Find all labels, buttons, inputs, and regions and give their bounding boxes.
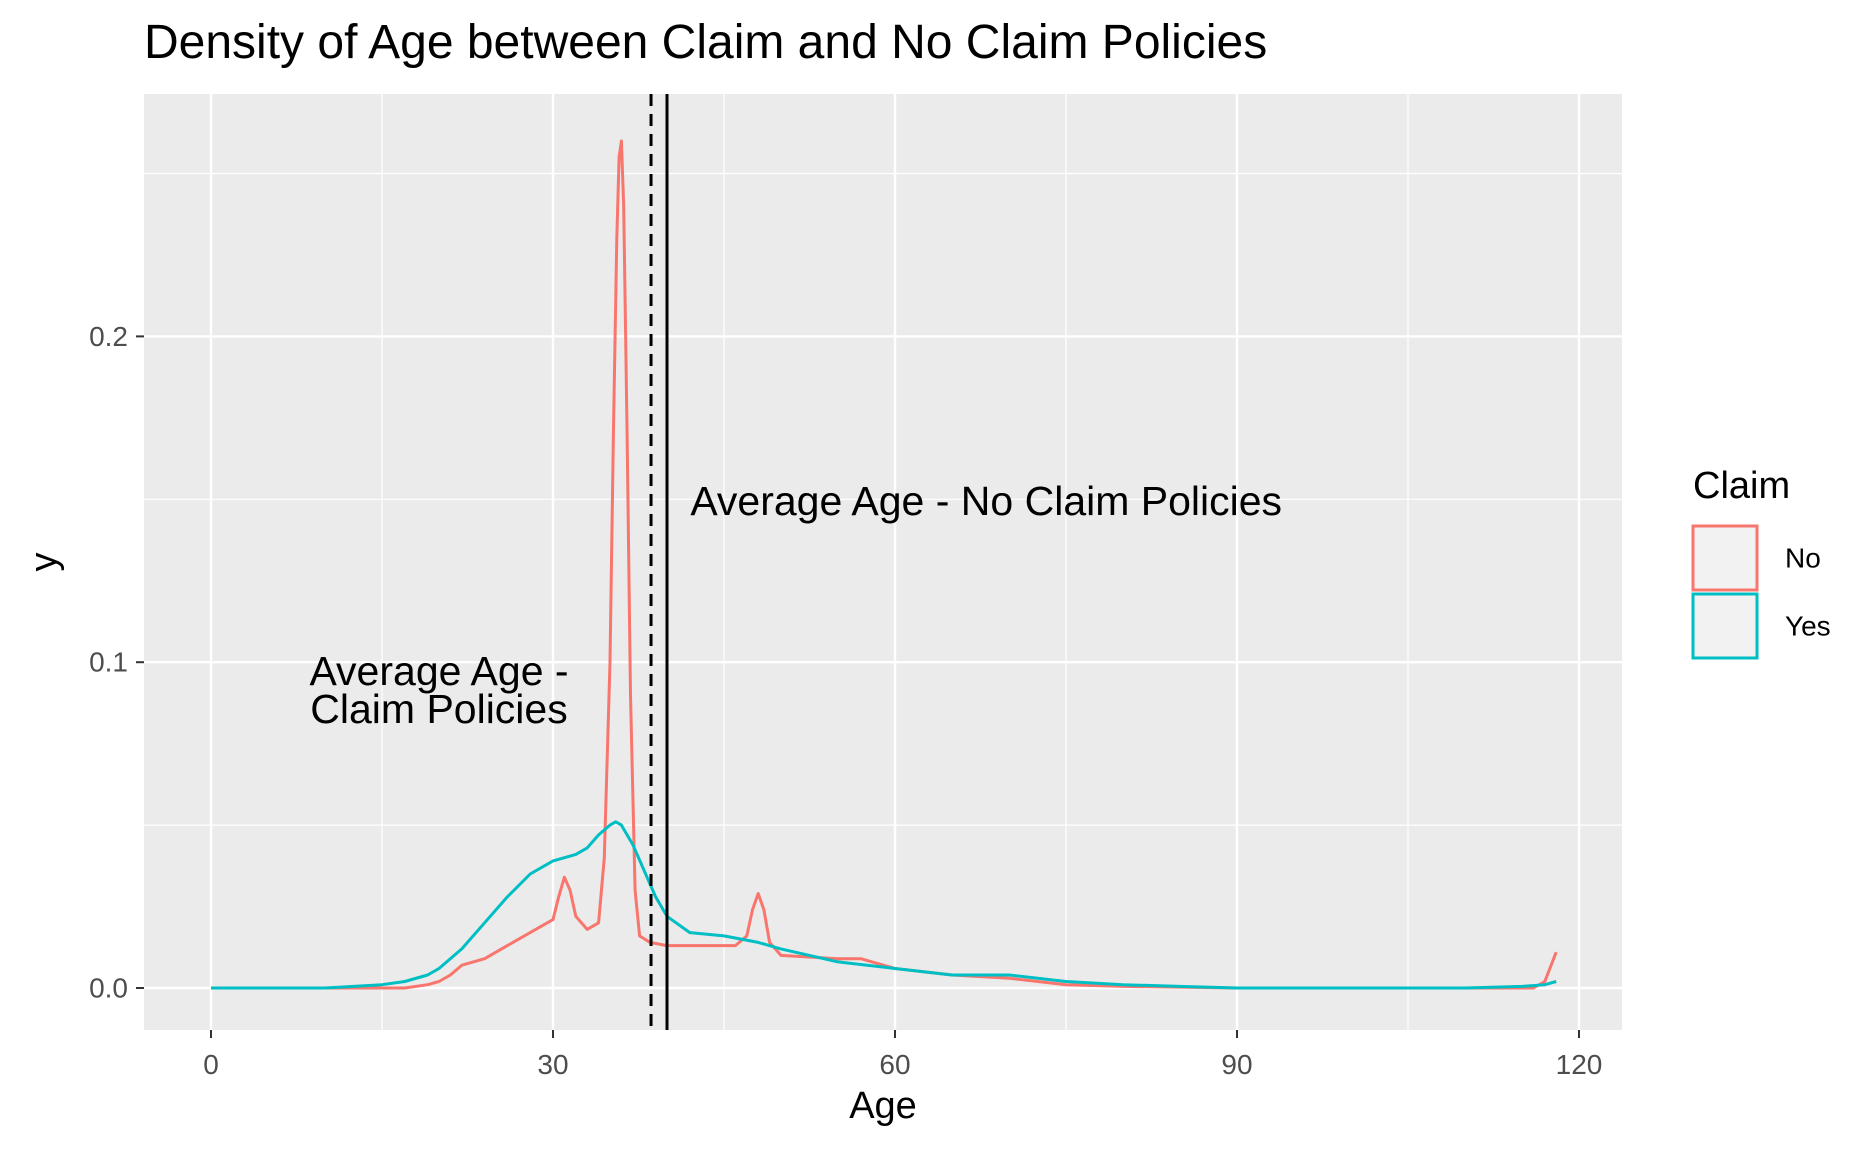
x-axis-title: Age xyxy=(849,1085,917,1127)
x-tick-label: 60 xyxy=(879,1049,910,1080)
chart-title: Density of Age between Claim and No Clai… xyxy=(144,16,1267,69)
x-axis: 0 30 60 90 120 xyxy=(203,1030,1602,1080)
legend-key-yes xyxy=(1691,592,1759,660)
reference-lines xyxy=(649,94,669,1030)
legend-title: Claim xyxy=(1693,465,1790,507)
annotation-text: Claim Policies xyxy=(310,686,567,732)
legend: Claim No Yes xyxy=(1691,465,1831,660)
y-tick-label: 0.2 xyxy=(89,321,128,352)
annotations: Average Age -Claim Policies Average Age -… xyxy=(309,478,1282,732)
x-tick-label: 0 xyxy=(203,1049,219,1080)
legend-label-yes: Yes xyxy=(1785,611,1831,642)
legend-key-no xyxy=(1691,524,1759,592)
annotation-text: Average Age - xyxy=(309,648,568,694)
y-axis: 0.0 0.1 0.2 xyxy=(89,321,144,1004)
series-layer xyxy=(211,139,1558,990)
x-tick-label: 90 xyxy=(1221,1049,1252,1080)
series-line-yes xyxy=(211,820,1557,990)
plot-panel xyxy=(144,94,1622,1030)
grid-minor xyxy=(144,94,1622,1030)
y-tick-label: 0.0 xyxy=(89,973,128,1004)
x-tick-label: 120 xyxy=(1556,1049,1603,1080)
x-tick-label: 30 xyxy=(537,1049,568,1080)
legend-label-no: No xyxy=(1785,543,1821,574)
annotation-text: Average Age - No Claim Policies xyxy=(690,478,1282,524)
y-axis-title: y xyxy=(23,553,65,572)
y-tick-label: 0.1 xyxy=(89,647,128,678)
